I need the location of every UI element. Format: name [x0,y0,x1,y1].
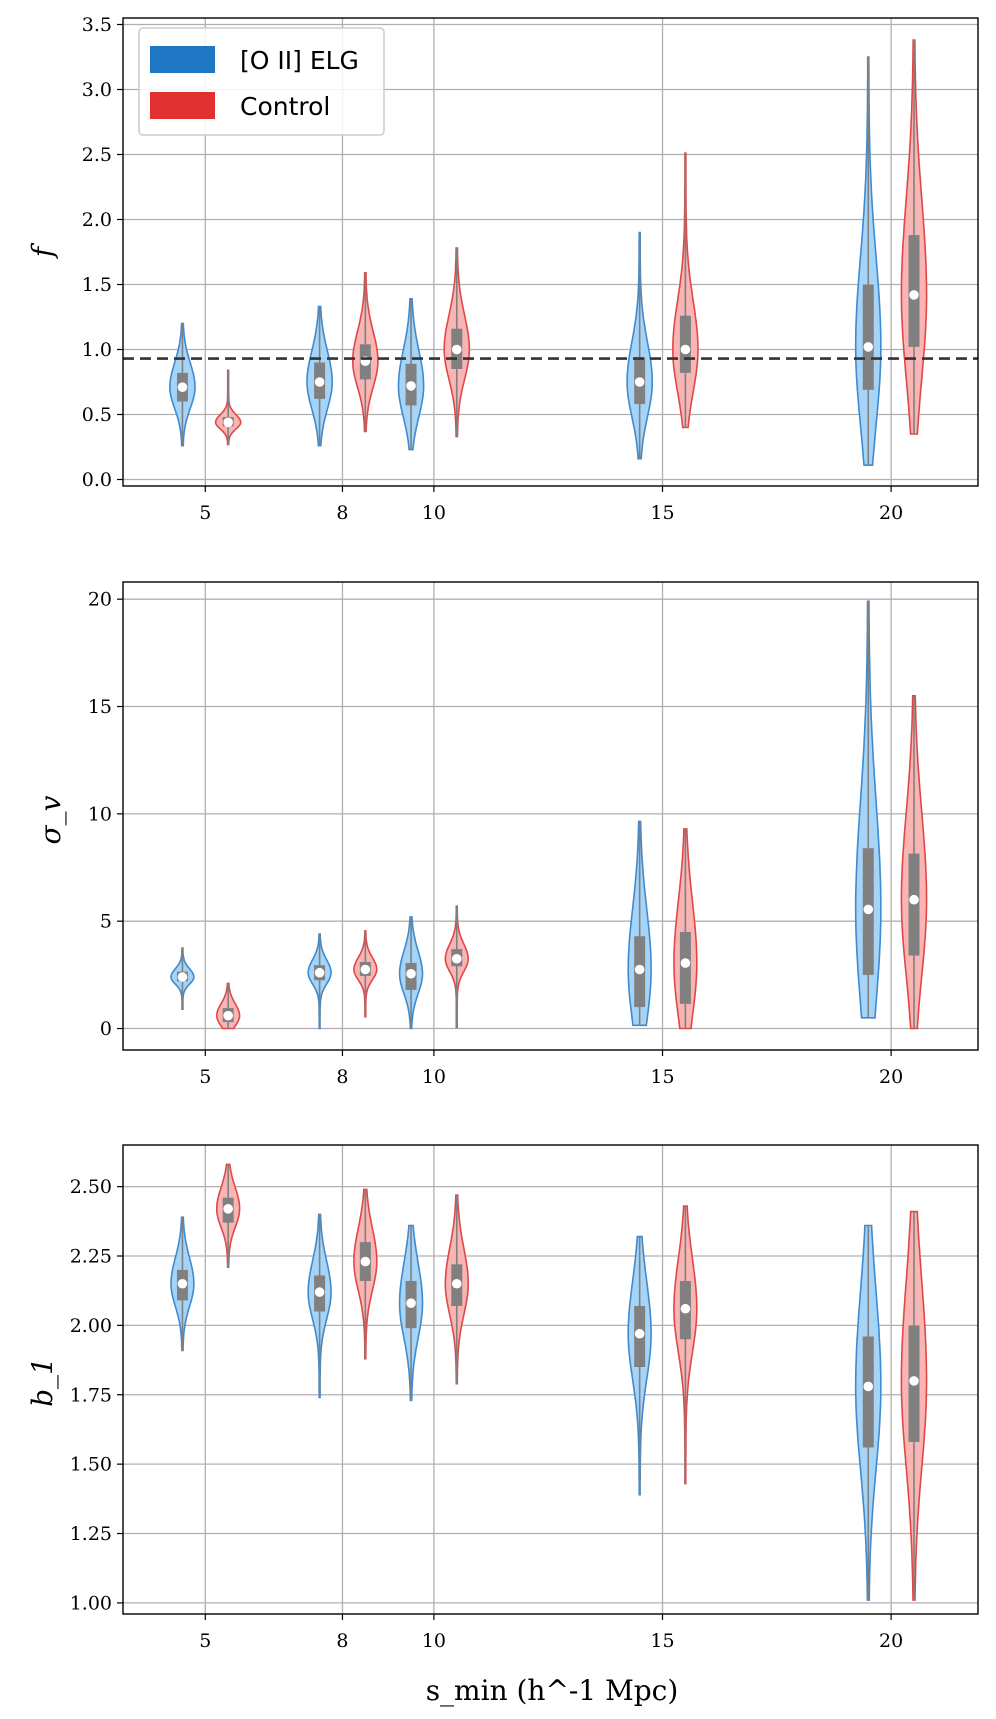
median-point-sigma_v-0-3 [634,964,645,975]
y-tick-label-f-7: 3.5 [82,14,112,36]
legend-swatch-elg [150,46,215,73]
median-point-b1-1-4 [909,1376,919,1386]
median-point-b1-0-4 [863,1381,874,1392]
median-point-b1-0-3 [634,1328,645,1339]
x-tick-label-sigma_v-1: 8 [336,1066,348,1088]
x-tick-label-sigma_v-4: 20 [879,1066,903,1088]
median-point-f-1-2 [451,344,462,355]
y-tick-label-sigma_v-3: 15 [88,696,112,718]
iqr-box-f-1-3 [679,315,691,373]
median-point-sigma_v-0-2 [406,968,416,979]
legend-label-elg: [O II] ELG [240,46,359,75]
y-tick-label-b1-2: 1.50 [70,1454,112,1476]
y-tick-label-f-0: 0.0 [82,469,112,491]
legend: [O II] ELG Control [138,27,385,136]
y-tick-label-f-2: 1.0 [82,339,112,361]
y-tick-label-b1-3: 1.75 [70,1384,112,1406]
median-point-b1-1-3 [680,1303,691,1314]
median-point-sigma_v-0-1 [314,967,325,978]
median-point-f-1-3 [680,344,691,355]
panel-b1: 1.00 1.25 1.50 1.75 2.00 2.25 2.50 5 8 10 15 20 [70,1144,979,1652]
median-point-sigma_v-1-2 [451,953,462,964]
iqr-box-sigma_v-1-3 [679,931,691,1004]
y-tick-label-b1-1: 1.25 [70,1523,112,1545]
median-point-sigma_v-1-1 [360,964,371,975]
iqr-box-sigma_v-1-4 [908,853,920,956]
median-point-b1-1-2 [451,1278,462,1289]
ylabel-b1-text: b_1 [26,1357,59,1407]
median-point-sigma_v-0-0 [177,972,188,982]
median-point-b1-1-0 [223,1204,233,1214]
x-tick-label-f-2: 10 [422,502,446,524]
median-point-b1-0-1 [314,1287,325,1297]
ylabel-sigma-v: σ_v [34,795,67,844]
y-tick-label-sigma_v-4: 20 [88,589,112,611]
legend-label-control: Control [240,92,330,121]
x-tick-label-b1-3: 15 [650,1630,674,1652]
axes-frame-b1 [122,1144,979,1615]
median-point-b1-0-0 [177,1278,188,1289]
y-tick-label-f-4: 2.0 [82,209,112,231]
median-point-f-0-1 [314,377,325,387]
y-tick-label-f-6: 3.0 [82,79,112,101]
ylabel-f: f [26,242,59,259]
x-tick-label-sigma_v-0: 5 [199,1066,211,1088]
x-tick-label-f-0: 5 [199,502,211,524]
axes-frame-sigma_v [122,581,979,1051]
axes-frame-f [122,17,979,487]
median-point-b1-1-1 [360,1256,371,1267]
y-tick-label-sigma_v-2: 10 [88,803,112,825]
y-tick-label-b1-5: 2.25 [70,1246,112,1268]
y-tick-label-sigma_v-1: 5 [100,911,112,933]
y-tick-label-f-1: 0.5 [82,404,112,426]
median-point-f-0-2 [406,381,416,391]
median-point-sigma_v-0-4 [863,904,874,915]
y-tick-label-f-5: 2.5 [82,144,112,166]
x-tick-label-b1-1: 8 [336,1630,348,1652]
legend-swatch-control [150,92,215,119]
x-tick-label-b1-0: 5 [199,1630,211,1652]
x-tick-label-b1-2: 10 [422,1630,446,1652]
iqr-box-b1-0-4 [862,1336,874,1448]
panel-sigma-v: 0 5 10 15 20 5 8 10 15 20 [88,581,979,1088]
iqr-box-f-0-4 [862,284,874,390]
x-tick-label-sigma_v-2: 10 [422,1066,446,1088]
median-point-b1-0-2 [406,1298,416,1308]
median-point-f-1-0 [223,417,233,428]
ylabel-b1: b_1 [26,1357,59,1407]
median-point-f-1-4 [909,290,919,300]
y-tick-label-sigma_v-0: 0 [100,1018,112,1040]
y-tick-label-b1-6: 2.50 [70,1176,112,1198]
median-point-f-0-0 [177,382,188,393]
xlabel: s_min (h^-1 Mpc) [426,1674,679,1707]
y-tick-label-f-3: 1.5 [82,274,112,296]
median-point-sigma_v-1-3 [680,958,691,968]
x-tick-label-f-3: 15 [650,502,674,524]
median-point-f-0-4 [863,342,874,352]
y-tick-label-b1-0: 1.00 [70,1592,112,1614]
median-point-f-0-3 [634,377,645,387]
ylabel-sigma-v-text: σ_v [34,795,67,844]
median-point-sigma_v-1-0 [223,1010,233,1021]
x-tick-label-b1-4: 20 [879,1630,903,1652]
x-tick-label-f-4: 20 [879,502,903,524]
y-tick-label-b1-4: 2.00 [70,1315,112,1337]
x-tick-label-f-1: 8 [336,502,348,524]
x-tick-label-sigma_v-3: 15 [650,1066,674,1088]
median-point-sigma_v-1-4 [909,894,919,905]
